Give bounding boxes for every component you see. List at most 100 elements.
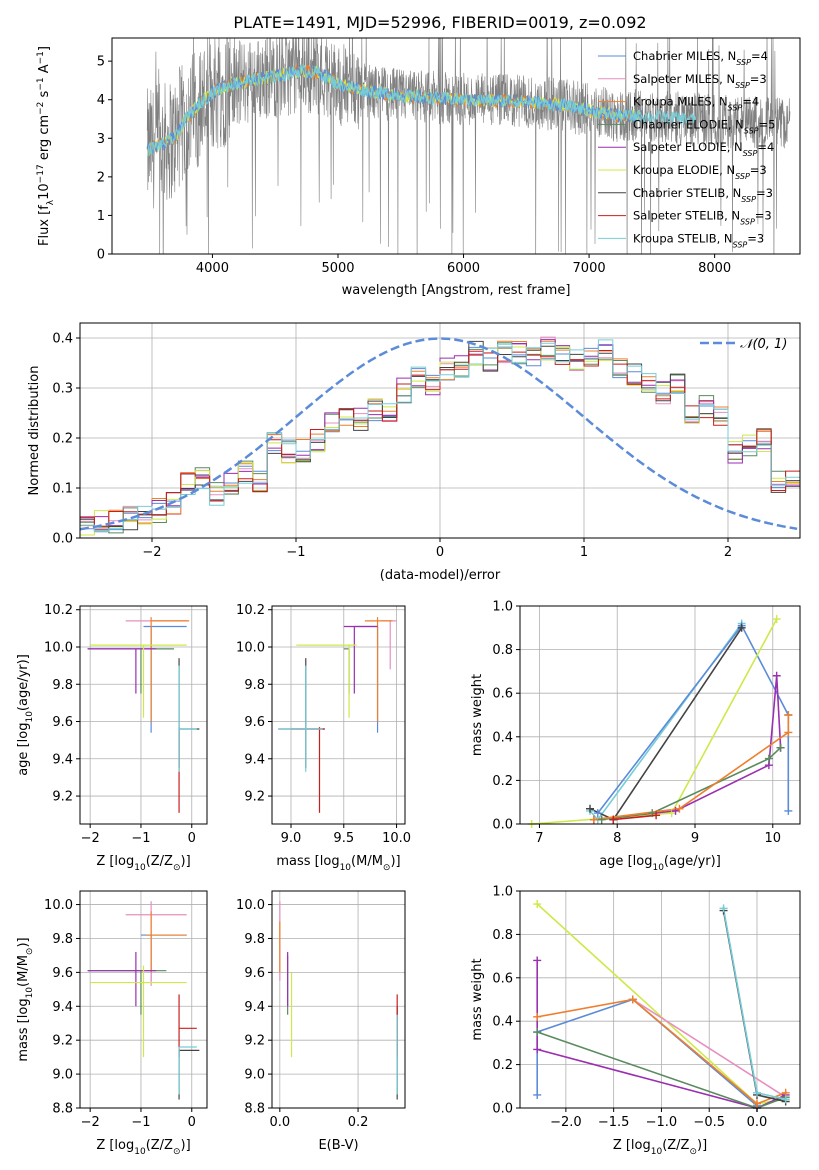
- weight-marker: [533, 1090, 542, 1099]
- axes-frame: [519, 605, 801, 825]
- x-tick-label: −2: [81, 1115, 100, 1130]
- normal-curve: [80, 337, 798, 531]
- legend-entry: Kroupa ELODIE, NSSP=3: [633, 163, 767, 181]
- x-tick-label: −2.0: [550, 1115, 582, 1130]
- x-tick-label: 4000: [196, 261, 229, 276]
- y-tick-label: 9.4: [244, 1000, 265, 1015]
- axes-frame: [111, 37, 801, 255]
- y-axis-label: Normed distribution: [27, 366, 42, 496]
- y-axis-label: age [log10(age/yr)]: [16, 654, 35, 776]
- y-tick-label: 9.6: [244, 966, 265, 981]
- weight-marker: [752, 1099, 761, 1108]
- y-tick-label: 9.0: [244, 1068, 265, 1083]
- y-tick-label: 0.2: [492, 774, 513, 789]
- weight-line: [601, 747, 782, 821]
- axes-frame: [271, 605, 406, 825]
- x-axis-label: mass [log10(M/M⊙)]: [276, 854, 400, 873]
- x-tick-label: 0.0: [269, 1115, 290, 1130]
- x-tick-label: 9.5: [333, 831, 354, 846]
- weight-marker: [533, 900, 542, 909]
- y-tick-label: 9.6: [244, 715, 265, 730]
- axes-frame: [519, 890, 801, 1109]
- axes-frame: [79, 890, 208, 1109]
- y-tick-label: 9.8: [52, 678, 73, 693]
- x-tick-label: 2: [724, 545, 732, 560]
- weight-vs-age-panel: 7 8 9 10 0.0 0.2 0.4 0.6 0.8 1.0 age [log10(age/yr…: [470, 600, 801, 873]
- figure-title: PLATE=1491, MJD=52996, FIBERID=0019, z=0…: [233, 13, 646, 32]
- y-tick-label: 9.8: [52, 932, 73, 947]
- x-axis-label: E(B-V): [318, 1138, 358, 1153]
- residual-histogram: [80, 336, 800, 530]
- x-axis-label: age [log10(age/yr)]: [599, 854, 721, 873]
- weight-marker: [597, 815, 606, 824]
- weight-marker: [737, 623, 746, 632]
- x-tick-label: −1: [286, 545, 305, 560]
- x-tick-label: 0: [188, 831, 196, 846]
- weight-marker: [772, 671, 781, 680]
- axes-frame: [271, 890, 406, 1109]
- weight-marker: [586, 804, 594, 813]
- x-tick-label: 0: [188, 1115, 196, 1130]
- weight-marker: [593, 809, 602, 818]
- y-tick-label: 9.6: [52, 966, 73, 981]
- y-tick-label: 9.6: [52, 715, 73, 730]
- y-tick-label: 9.2: [52, 790, 73, 805]
- y-tick-label: 0.4: [492, 1015, 513, 1030]
- legend-entry: Chabrier ELODIE, NSSP=5: [633, 117, 775, 135]
- y-tick-label: 9.0: [52, 1068, 73, 1083]
- legend-entry: Chabrier MILES, NSSP=4: [633, 49, 768, 67]
- weight-line: [597, 624, 790, 814]
- age-vs-mass-panel: 9.0 9.5 10.0 9.2 9.4 9.6 9.8 10.0 10.2 mass [log1…: [236, 603, 411, 873]
- legend-entry: Salpeter MILES, NSSP=3: [633, 72, 767, 90]
- weight-marker: [609, 815, 618, 824]
- y-tick-label: 0.8: [492, 928, 513, 943]
- y-tick-label: 1: [97, 209, 105, 224]
- x-axis-label: Z [log10(Z/Z⊙)]: [96, 854, 190, 873]
- y-tick-label: 5: [97, 55, 105, 70]
- y-axis-label: mass weight: [470, 958, 485, 1040]
- legend-entry: 𝒩(0, 1): [740, 337, 787, 352]
- x-tick-label: −1.5: [598, 1115, 630, 1130]
- weight-line: [722, 910, 786, 1103]
- y-tick-label: 4: [97, 93, 105, 108]
- weight-marker: [784, 711, 793, 719]
- x-tick-label: 9: [691, 831, 699, 846]
- x-axis-label: (data-model)/error: [380, 568, 501, 583]
- y-tick-label: 8.8: [244, 1102, 265, 1117]
- x-axis-label: Z [log10(Z/Z⊙)]: [96, 1138, 190, 1157]
- y-tick-label: 9.2: [244, 790, 265, 805]
- y-tick-label: 3: [97, 132, 105, 147]
- weight-marker: [533, 1045, 542, 1054]
- x-tick-label: −2: [81, 831, 100, 846]
- weight-line: [722, 908, 786, 1101]
- weight-marker: [776, 743, 785, 752]
- residuals-panel: −2 −1 0 1 2 0.0 0.1 0.2 0.3 0.4 (data-model)/error…: [27, 322, 801, 583]
- y-tick-label: 2: [97, 170, 105, 185]
- y-tick-label: 10.0: [236, 640, 265, 655]
- y-tick-label: 1.0: [492, 600, 513, 615]
- y-tick-label: 0.0: [52, 532, 73, 547]
- x-tick-label: −1.0: [646, 1115, 678, 1130]
- weight-line: [536, 960, 787, 1108]
- y-tick-label: 9.2: [244, 1034, 265, 1049]
- x-tick-label: −1: [131, 1115, 150, 1130]
- weight-marker: [652, 811, 661, 820]
- x-tick-label: 6000: [447, 261, 480, 276]
- y-tick-label: 0.2: [52, 432, 73, 447]
- y-axis-label: mass weight: [470, 674, 485, 756]
- model-spectrum-8: [147, 63, 696, 157]
- y-tick-label: 10.0: [44, 640, 73, 655]
- y-tick-label: 0.0: [492, 1102, 513, 1117]
- mass-vs-ebv-panel: 0.0 0.2 8.8 9.0 9.2 9.4 9.6 9.8 10.0 E(B-V): [236, 890, 406, 1153]
- weight-line: [536, 1031, 786, 1108]
- y-tick-label: 8.8: [52, 1102, 73, 1117]
- y-tick-label: 10.2: [236, 603, 265, 618]
- weight-marker: [764, 754, 773, 763]
- x-tick-label: −0.5: [693, 1115, 725, 1130]
- x-tick-label: 10: [765, 831, 782, 846]
- legend-entry: Salpeter STELIB, NSSP=3: [633, 209, 772, 227]
- weight-marker: [533, 1028, 542, 1037]
- axes-frame: [79, 605, 208, 825]
- weight-marker: [752, 1088, 761, 1097]
- weight-marker: [589, 815, 598, 824]
